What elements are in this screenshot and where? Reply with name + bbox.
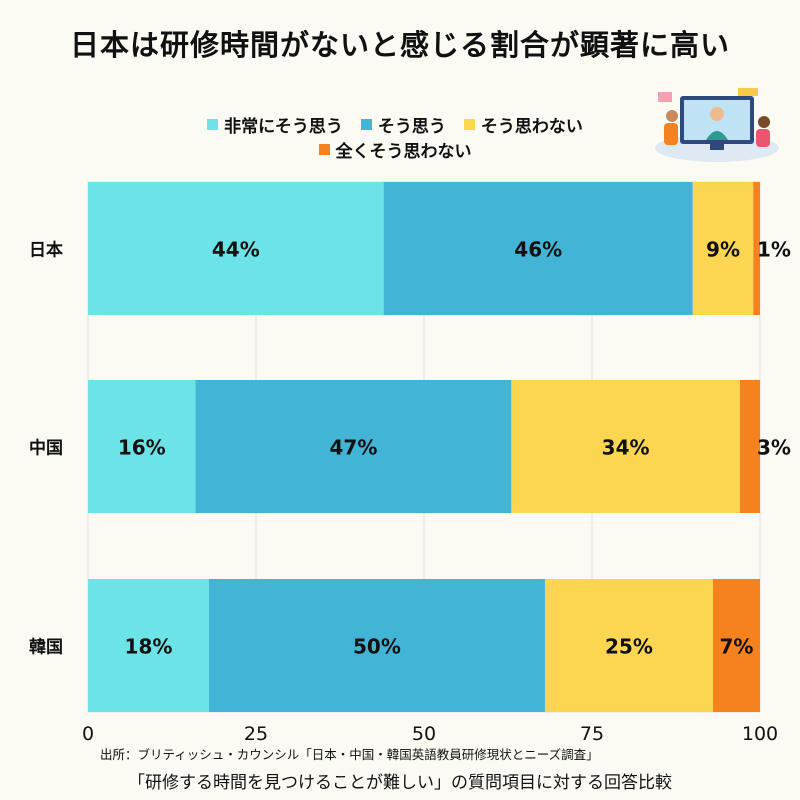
category-label: 韓国 — [29, 637, 63, 658]
data-label: 9% — [706, 238, 740, 262]
bar-segment — [511, 380, 740, 513]
bar-segment — [712, 579, 760, 712]
data-label: 50% — [353, 635, 401, 659]
bar-segment — [88, 380, 196, 513]
legend-swatch — [207, 119, 219, 130]
legend-swatch — [360, 119, 372, 130]
legend: 非常にそう思う そう思う そう思わない 全くそう思わない — [150, 112, 640, 162]
bar-segment — [753, 182, 760, 315]
stacked-bar-chart: 44% 46% 9% 1%16% 47% 34% 3%18% 50% 25% 7% 日本中国韓国 … — [29, 181, 791, 745]
legend-label: 非常にそう思う — [224, 117, 343, 137]
x-tick-label: 75 — [580, 723, 604, 745]
x-tick-label: 50 — [412, 723, 436, 745]
data-label: 44% — [212, 238, 260, 262]
data-label: 47% — [330, 436, 378, 460]
bar-segment — [88, 182, 384, 315]
legend-label: そう思う — [377, 117, 446, 137]
chart-caption: 「研修する時間を見つけることが難しい」の質問項目に対する回答比較 — [128, 773, 672, 793]
x-tick-label: 0 — [82, 723, 94, 745]
legend-item-disagree: そう思わない — [463, 112, 583, 137]
category-label: 日本 — [29, 240, 63, 261]
data-label: 3% — [757, 436, 791, 460]
bars: 44% 46% 9% 1% 16% 47% 34% 3% 18% 50% 25% 7% — [88, 182, 791, 712]
data-label: 25% — [605, 635, 653, 659]
data-label: 18% — [125, 635, 173, 659]
data-label: 1% — [757, 238, 791, 262]
chart-title: 日本は研修時間がないと感じる割合が顕著に高い — [69, 28, 730, 62]
bar-segment — [692, 182, 754, 315]
bar-segment — [544, 579, 713, 712]
online-training-illustration — [655, 88, 779, 162]
source-note: 出所：ブリティッシュ・カウンシル「日本・中国・韓国英語教員研修現状とニーズ調査」 — [100, 747, 599, 762]
data-label: 34% — [602, 436, 650, 460]
legend-label: 全くそう思わない — [335, 142, 472, 162]
legend-swatch — [463, 119, 475, 130]
x-tick-label: 25 — [244, 723, 268, 745]
legend-item-very-agree: 非常にそう思う — [207, 112, 343, 137]
x-tick-label: 100 — [742, 723, 778, 745]
data-label: 7% — [719, 635, 753, 659]
legend-row-2: 全くそう思わない — [150, 137, 640, 162]
legend-label: そう思わない — [480, 117, 583, 137]
legend-item-agree: そう思う — [360, 112, 446, 137]
data-label: 16% — [118, 436, 166, 460]
legend-swatch — [318, 144, 330, 155]
category-label: 中国 — [29, 438, 63, 459]
bar-segment — [208, 579, 545, 712]
bar-segment — [739, 380, 760, 513]
bar-segment — [195, 380, 512, 513]
legend-row-1: 非常にそう思う そう思う そう思わない — [150, 112, 640, 137]
bar-segment — [383, 182, 693, 315]
x-tick-labels: 0 25 50 75 100 — [82, 723, 778, 745]
legend-item-strongly-disagree: 全くそう思わない — [318, 137, 472, 162]
data-label: 46% — [514, 238, 562, 262]
bar-segment — [88, 579, 209, 712]
